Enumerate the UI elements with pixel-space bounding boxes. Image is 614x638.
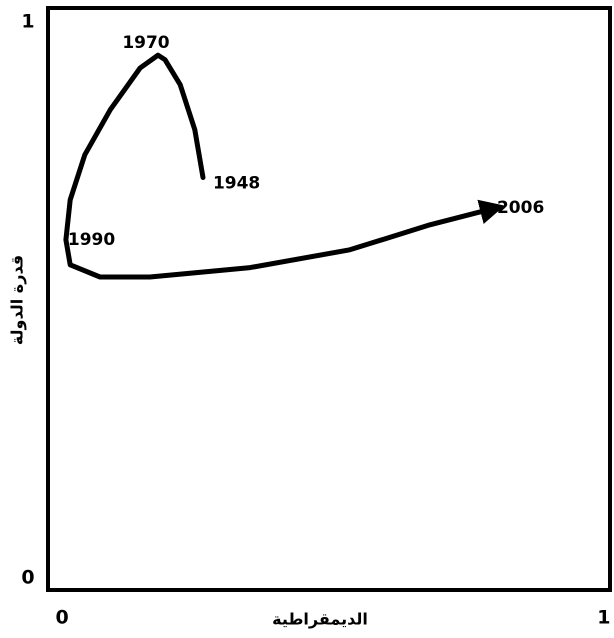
- trajectory-line: [63, 52, 505, 280]
- point-label: 2006: [497, 198, 544, 218]
- x-tick-label: 1: [597, 607, 610, 629]
- y-tick-label: 0: [21, 566, 34, 588]
- point-label: 1990: [68, 230, 115, 250]
- x-axis-title: الديمقراطية: [272, 610, 368, 629]
- y-tick-label: 1: [21, 10, 34, 32]
- point-label: 1948: [213, 174, 260, 194]
- point-label: 1970: [122, 33, 169, 53]
- y-axis-title: قدرة الدولة: [8, 255, 27, 345]
- plot-frame: [46, 6, 612, 592]
- x-tick-label: 0: [55, 607, 68, 629]
